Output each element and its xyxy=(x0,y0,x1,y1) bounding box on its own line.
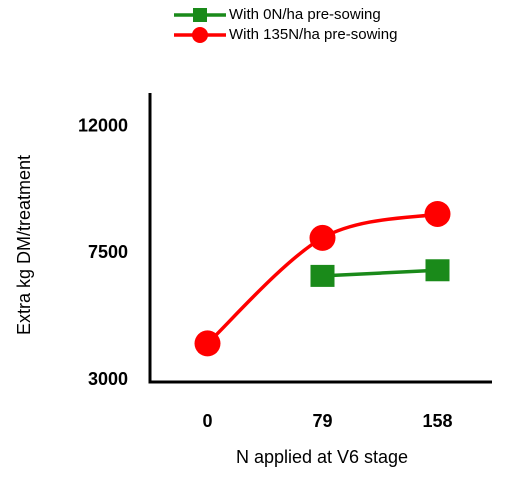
y-axis-title: Extra kg DM/treatment xyxy=(14,155,34,335)
series-line xyxy=(322,268,438,278)
x-axis-title: N applied at V6 stage xyxy=(236,447,408,467)
point-marker xyxy=(425,259,450,282)
y-tick-label: 3000 xyxy=(88,369,128,389)
point-marker xyxy=(309,224,336,251)
y-tick-label: 7500 xyxy=(88,242,128,262)
point-marker xyxy=(424,200,451,227)
legend-marker xyxy=(192,27,208,43)
point-marker xyxy=(310,264,335,287)
x-tick-label: 158 xyxy=(422,411,452,431)
legend-marker xyxy=(193,8,207,22)
x-tick-label: 0 xyxy=(202,411,212,431)
legend-label: With 135N/ha pre-sowing xyxy=(229,26,397,43)
point-marker xyxy=(194,330,221,357)
legend-label: With 0N/ha pre-sowing xyxy=(229,6,381,23)
x-tick-label: 79 xyxy=(312,411,332,431)
y-tick-label: 12000 xyxy=(78,116,128,136)
